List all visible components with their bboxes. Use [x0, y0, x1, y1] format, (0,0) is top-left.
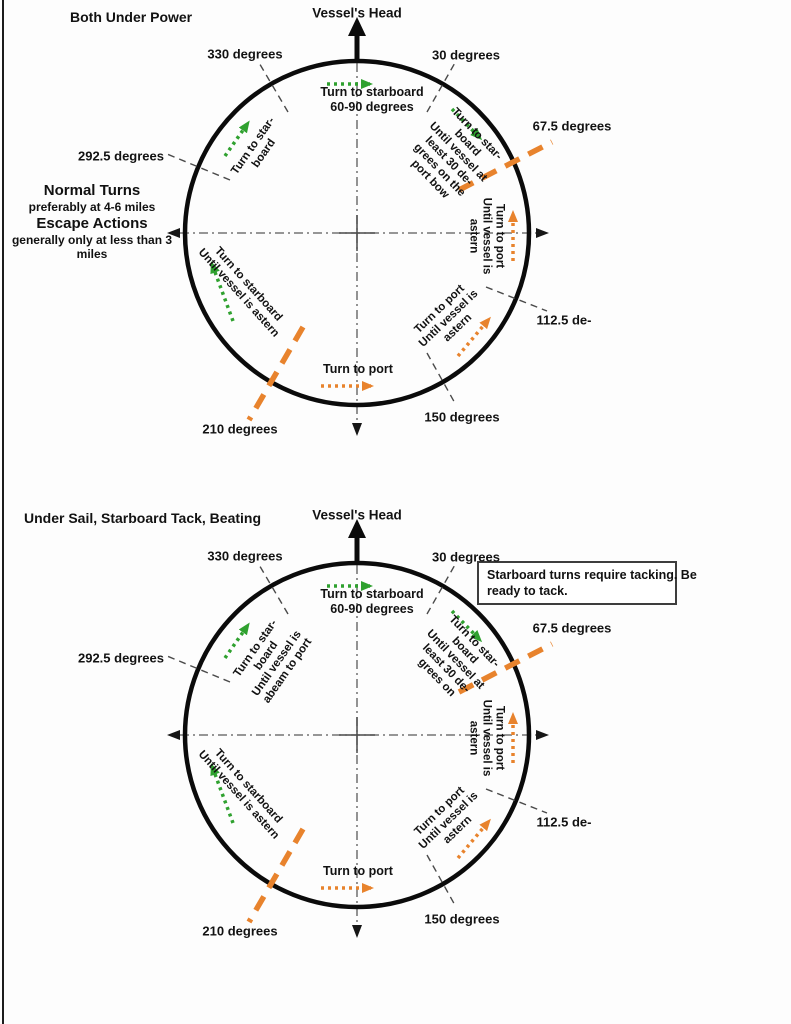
range-note: Normal Turns preferably at 4-6 miles Esc… — [10, 182, 174, 262]
tick-330-degrees — [257, 562, 289, 615]
vertical-axis-down-arrowhead — [352, 423, 362, 436]
horizontal-axis-left-arrowhead — [167, 730, 180, 740]
compass-canvas — [0, 0, 791, 470]
tick-30-degrees — [426, 562, 457, 615]
vertical-axis-down-arrowhead — [352, 925, 362, 938]
orange-dotted-arrows — [321, 712, 518, 893]
diagram-title: Both Under Power — [70, 9, 193, 25]
horizontal-axis-right-arrowhead — [536, 228, 549, 238]
turn-note-bottom: Turn to port — [323, 864, 393, 878]
label-67-5-degrees: 67.5 degrees — [532, 620, 612, 636]
range-note-heading-escape-actions: Escape Actions — [36, 214, 148, 232]
diagram-under-sail-starboard-tack: Under Sail, Starboard Tack, Beating Vess… — [0, 502, 791, 982]
orange-dashed-67-5-line — [457, 139, 554, 193]
label-112-5-degrees: 112.5 de- — [536, 814, 592, 830]
label-330-degrees: 330 degrees — [207, 548, 283, 564]
orange-dashed-67-5-line — [457, 641, 554, 695]
label-292-5-degrees: 292.5 degrees — [77, 148, 165, 164]
orange-dashed-bearing-lines — [246, 641, 554, 924]
tick-112-5-degrees — [485, 286, 548, 312]
orange-dashed-bearing-lines — [246, 139, 554, 422]
degree-tick-lines — [166, 562, 548, 908]
vessel-head-arrowhead — [348, 519, 366, 538]
green-arrow-lower-left — [210, 763, 235, 824]
tick-150-degrees — [426, 854, 457, 908]
label-67-5-degrees: 67.5 degrees — [532, 118, 612, 134]
orange-dashed-210-line — [246, 325, 306, 422]
compass-canvas — [0, 502, 791, 972]
label-30-degrees: 30 degrees — [432, 549, 500, 565]
tacking-note-box: Starboard turns require tacking. Be read… — [477, 561, 697, 605]
compass-diagram — [166, 519, 554, 938]
orange-dotted-arrows — [321, 210, 518, 391]
tick-150-degrees — [426, 352, 457, 406]
label-210-degrees: 210 degrees — [202, 923, 278, 939]
vessels-head-label: Vessel's Head — [312, 5, 402, 21]
turn-note-bottom: Turn to port — [323, 362, 393, 376]
label-112-5-degrees: 112.5 de- — [536, 312, 592, 328]
label-210-degrees: 210 degrees — [202, 421, 278, 437]
compass-diagram — [166, 17, 554, 436]
green-dotted-arrows — [210, 581, 483, 824]
orange-arrow-lower-right — [456, 316, 491, 358]
turn-note-right: Turn to port Until vessel is astern — [467, 197, 506, 275]
green-dotted-arrows — [210, 79, 483, 322]
label-292-5-degrees: 292.5 degrees — [77, 650, 165, 666]
diagram-both-under-power: Both Under Power Vessel's Head 330 degre… — [0, 0, 791, 480]
range-note-sub-escape-actions: generally only at less than 3 miles — [11, 232, 173, 262]
label-30-degrees: 30 degrees — [432, 47, 500, 63]
vessel-head-arrowhead — [348, 17, 366, 36]
tick-112-5-degrees — [485, 788, 548, 814]
range-note-sub-normal-turns: preferably at 4-6 miles — [28, 200, 156, 214]
turn-note-top: Turn to starboard 60-90 degrees — [320, 85, 424, 114]
orange-arrow-lower-right — [456, 818, 491, 860]
diagram-title: Under Sail, Starboard Tack, Beating — [24, 510, 262, 526]
tick-30-degrees — [426, 60, 457, 113]
horizontal-axis-left-arrowhead — [167, 228, 180, 238]
label-150-degrees: 150 degrees — [424, 911, 500, 927]
range-note-heading-normal-turns: Normal Turns — [43, 182, 141, 199]
orange-dashed-210-line — [246, 827, 306, 924]
tick-330-degrees — [257, 60, 289, 113]
label-330-degrees: 330 degrees — [207, 46, 283, 62]
degree-tick-lines — [166, 60, 548, 406]
page-edge-line — [2, 0, 4, 1024]
horizontal-axis-right-arrowhead — [536, 730, 549, 740]
turn-note-top: Turn to starboard 60-90 degrees — [320, 587, 424, 616]
turn-note-right: Turn to port Until vessel is astern — [467, 699, 506, 777]
green-arrow-lower-left — [210, 261, 235, 322]
label-150-degrees: 150 degrees — [424, 409, 500, 425]
vessels-head-label: Vessel's Head — [312, 507, 402, 523]
